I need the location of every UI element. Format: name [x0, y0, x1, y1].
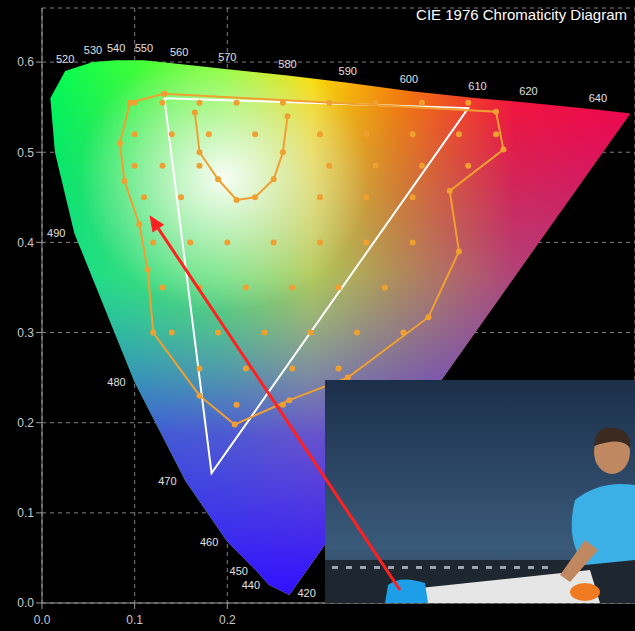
svg-text:0.6: 0.6	[17, 55, 34, 69]
svg-text:450: 450	[230, 565, 248, 577]
svg-text:530: 530	[84, 44, 102, 56]
svg-text:0.3: 0.3	[17, 326, 34, 340]
svg-text:440: 440	[242, 579, 260, 591]
svg-text:420: 420	[297, 587, 315, 599]
svg-text:480: 480	[107, 376, 125, 388]
svg-text:0.0: 0.0	[34, 613, 51, 627]
svg-text:640: 640	[589, 92, 607, 104]
svg-text:520: 520	[56, 53, 74, 65]
svg-text:600: 600	[400, 73, 418, 85]
svg-text:0.1: 0.1	[17, 506, 34, 520]
svg-text:0.4: 0.4	[17, 236, 34, 250]
svg-text:580: 580	[278, 58, 296, 70]
svg-text:0.1: 0.1	[126, 613, 143, 627]
svg-text:0.2: 0.2	[17, 416, 34, 430]
svg-text:540: 540	[107, 42, 125, 54]
svg-text:570: 570	[218, 51, 236, 63]
svg-text:0.2: 0.2	[219, 613, 236, 627]
svg-text:0.5: 0.5	[17, 146, 34, 160]
svg-text:610: 610	[468, 80, 486, 92]
svg-text:490: 490	[47, 227, 65, 239]
svg-text:460: 460	[200, 536, 218, 548]
svg-text:550: 550	[135, 42, 153, 54]
svg-text:470: 470	[158, 475, 176, 487]
svg-text:590: 590	[339, 65, 357, 77]
html-text:CIE 1976 Chromaticity Diagram: CIE 1976 Chromaticity Diagram	[416, 6, 627, 23]
svg-text:620: 620	[519, 85, 537, 97]
svg-text:560: 560	[170, 46, 188, 58]
svg-text:0.0: 0.0	[17, 596, 34, 610]
